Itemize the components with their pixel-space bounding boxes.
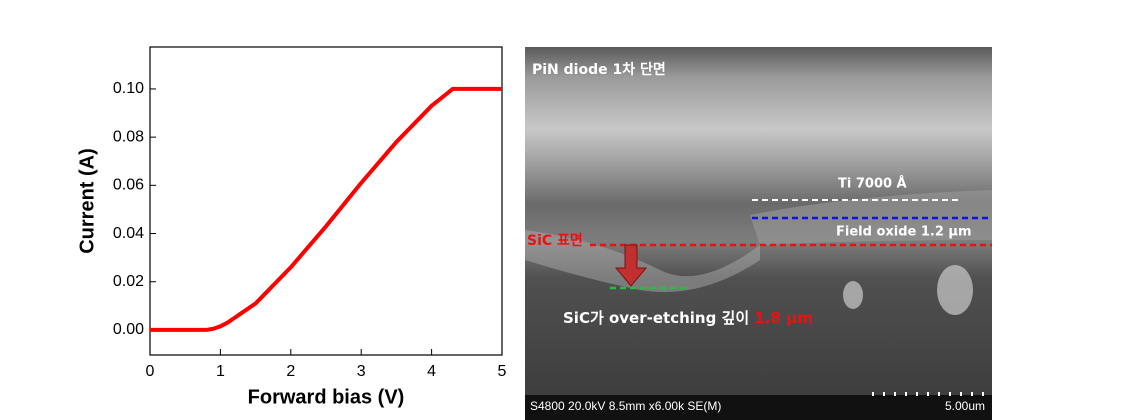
y-tick-label: 0.08 [113,128,144,145]
y-tick-label: 0.06 [113,177,144,194]
x-tick-label: 0 [146,363,155,380]
sem-image: PiN diode 1차 단면 Ti 7000 Å Field oxide 1.… [525,47,992,420]
y-tick-label: 0.10 [113,80,144,97]
y-tick-label: 0.02 [113,273,144,290]
y-tick-label: 0.00 [113,321,144,338]
depth-label: SiC가 over-etching 깊이 1.8 μm [563,309,813,327]
sem-particle [937,265,973,315]
y-tick-label: 0.04 [113,225,144,242]
x-tick-label: 5 [498,363,507,380]
oxide-label: Field oxide 1.2 μm [836,225,972,240]
scale-text: 5.00um [945,399,985,413]
x-tick-label: 1 [216,363,225,380]
info-bar [525,395,992,420]
chart: Forward bias (V) Current (A) 0 1 2 3 4 5 0.00 0… [76,46,507,408]
image-title: PiN diode 1차 단면 [532,61,666,78]
ti-label: Ti 7000 Å [838,176,907,192]
info-text: S4800 20.0kV 8.5mm x6.00k SE(M) [530,399,721,413]
depth-text: SiC가 over-etching 깊이 [563,309,754,327]
y-axis-label: Current (A) [76,148,98,254]
sem-edge [525,230,760,292]
data-line [150,86,502,332]
sem-layer [750,190,992,245]
depth-value: 1.8 μm [754,309,812,327]
x-tick-label: 2 [286,363,295,380]
x-axis-label: Forward bias (V) [248,386,405,408]
surface-label: SiC 표면 [527,232,583,249]
x-tick-label: 3 [357,363,366,380]
x-tick-label: 4 [427,363,436,380]
sem-particle [843,281,863,309]
arrow [614,244,648,287]
plot-frame [149,46,503,356]
